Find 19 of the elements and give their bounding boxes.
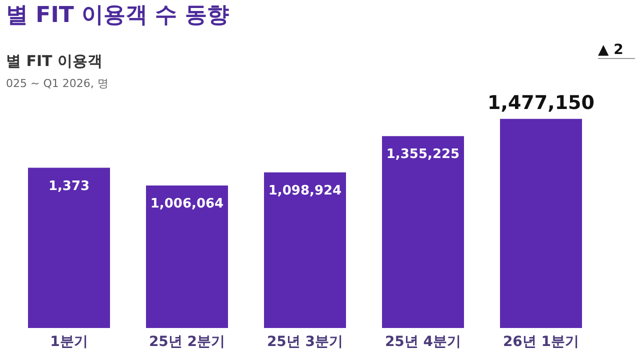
bar xyxy=(264,172,346,328)
chart-subtitle: 별 FIT 이용객 xyxy=(6,52,103,71)
x-tick-label: 25년 3분기 xyxy=(266,334,344,350)
bar xyxy=(500,118,582,328)
annotation: 1,373 xyxy=(48,178,90,194)
bar xyxy=(382,136,464,328)
x-tick-label: 1분기 xyxy=(50,334,88,350)
x-tick-label: 25년 2분기 xyxy=(148,334,226,350)
data-label: 1,355,225 xyxy=(386,147,460,162)
text: ▲ 2 xyxy=(598,42,636,59)
bar xyxy=(28,168,110,328)
chart-title: 별 FIT 이용객 수 동향 xyxy=(6,2,229,30)
data-label: 1,477,150 xyxy=(488,92,594,114)
data-label: 1,006,064 xyxy=(150,196,224,212)
x-tick-label: 25년 4분기 xyxy=(384,334,462,350)
bar xyxy=(146,186,228,328)
data-label: 1,098,924 xyxy=(268,183,342,198)
x-tick-label: 26년 1분기 xyxy=(502,334,580,350)
text: 025 ~ Q1 2026, 명 xyxy=(6,76,108,91)
